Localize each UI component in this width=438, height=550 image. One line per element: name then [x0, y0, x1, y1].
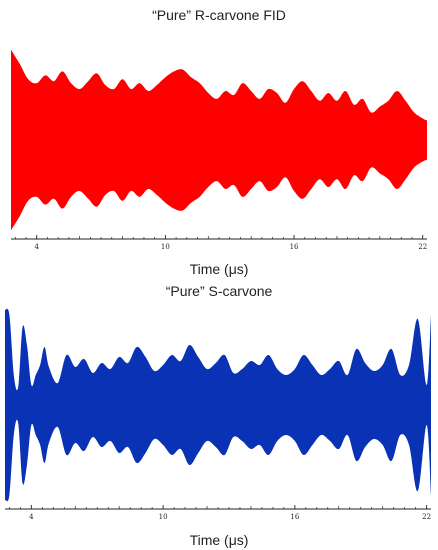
x-axis-label: Time (μs) — [190, 261, 249, 277]
x-axis: 4 10 16 22 — [5, 505, 431, 521]
x-tick-label: 4 — [29, 513, 34, 521]
x-tick-label: 22 — [418, 243, 427, 251]
x-tick-label: 10 — [161, 243, 170, 251]
fid-envelope-area — [5, 308, 431, 502]
x-axis: 4 10 16 22 — [11, 235, 427, 251]
r-carvone-chart: “Pure” R-carvone FID 4 10 16 22 Time (μs) — [11, 7, 427, 277]
x-tick-label: 10 — [159, 513, 168, 521]
x-tick-label: 22 — [422, 513, 431, 521]
chart-title: “Pure” S-carvone — [166, 283, 273, 299]
x-tick-label: 16 — [290, 513, 299, 521]
x-tick-label: 16 — [290, 243, 299, 251]
fid-envelope-area — [11, 49, 427, 231]
x-axis-label: Time (μs) — [190, 532, 249, 548]
x-tick-label: 4 — [34, 243, 39, 251]
chart-title: “Pure” R-carvone FID — [152, 7, 286, 23]
s-carvone-chart: “Pure” S-carvone 4 10 16 22 Time (μs) — [5, 283, 431, 548]
